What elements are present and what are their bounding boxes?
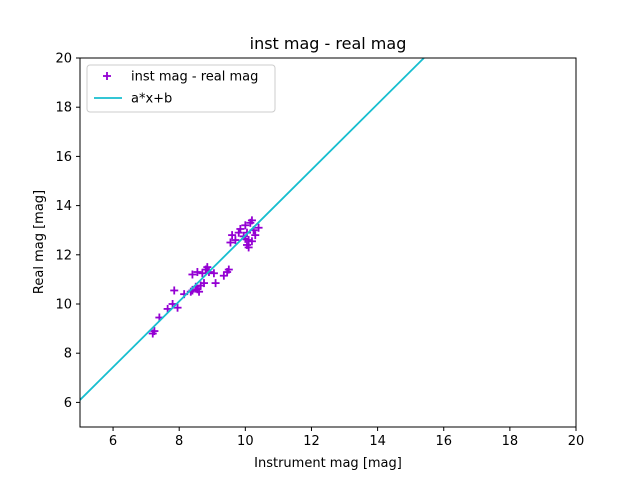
y-axis: 6 8 10 12 14 16 18 20 [55, 52, 80, 411]
legend-item: inst mag - real mag [103, 70, 258, 85]
legend-label: inst mag - real mag [131, 70, 258, 85]
x-tick-label: 16 [435, 434, 452, 449]
legend-item: a*x+b [94, 92, 172, 107]
data-point [150, 327, 159, 336]
y-axis-label: Real mag [mag] [32, 190, 47, 294]
data-point [203, 263, 212, 272]
x-tick-label: 18 [502, 434, 519, 449]
data-point [247, 237, 256, 246]
data-point [224, 265, 233, 274]
data-point [170, 286, 179, 295]
y-tick-label: 18 [55, 101, 72, 116]
data-point [193, 268, 202, 277]
legend-label: a*x+b [131, 92, 172, 107]
plot-layer [80, 58, 425, 401]
data-point [247, 216, 256, 225]
data-point [200, 279, 208, 288]
fit-line [80, 58, 425, 401]
x-tick-label: 12 [303, 434, 320, 449]
chart-title: inst mag - real mag [250, 34, 407, 53]
data-point [236, 224, 245, 233]
data-point [195, 287, 204, 296]
x-tick-label: 14 [369, 434, 386, 449]
y-tick-label: 20 [55, 52, 72, 67]
y-tick-label: 6 [64, 396, 72, 411]
data-point [251, 231, 260, 240]
y-tick-label: 16 [55, 150, 72, 165]
data-point [173, 303, 182, 312]
data-point [209, 269, 218, 278]
x-axis: 6 8 10 12 14 16 18 20 [109, 427, 584, 449]
data-point [234, 228, 243, 237]
y-tick-label: 10 [55, 298, 72, 313]
data-point [241, 221, 250, 230]
data-point [244, 243, 253, 252]
y-tick-label: 14 [55, 199, 72, 214]
data-point [188, 270, 197, 279]
data-point [226, 238, 235, 247]
data-point [231, 236, 240, 245]
x-tick-label: 20 [568, 434, 585, 449]
x-axis-label: Instrument mag [mag] [254, 456, 402, 471]
scatter-series [148, 216, 263, 338]
y-tick-label: 12 [55, 248, 72, 263]
x-tick-label: 8 [175, 434, 183, 449]
legend: inst mag - real mag a*x+b [86, 64, 276, 113]
plot-frame [79, 57, 577, 428]
data-point [254, 223, 263, 232]
y-tick-label: 8 [64, 347, 72, 362]
x-tick-label: 6 [109, 434, 117, 449]
x-tick-label: 10 [237, 434, 254, 449]
data-point [211, 279, 220, 288]
data-point [228, 231, 237, 240]
legend-box [86, 64, 276, 113]
